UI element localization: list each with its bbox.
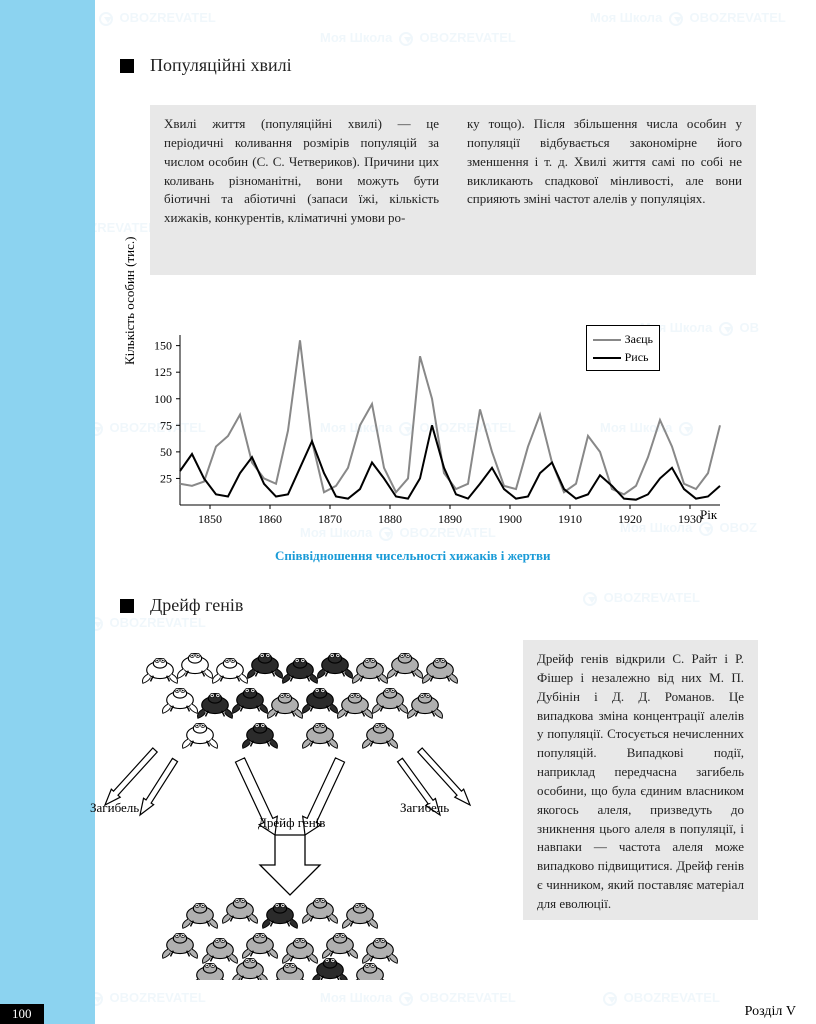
population-chart: Кількість особин (тис.) 2550751001251501… [150, 325, 730, 545]
gene-drift-diagram: Загибель Загибель Дрейф генів [100, 640, 500, 980]
label-drift: Дрейф генів [258, 815, 325, 831]
svg-text:75: 75 [160, 418, 172, 432]
label-death-left: Загибель [90, 800, 139, 816]
svg-text:1890: 1890 [438, 512, 462, 525]
page-number: 100 [0, 1004, 44, 1024]
chart-x-label: Рік [700, 507, 717, 523]
svg-text:25: 25 [160, 471, 172, 485]
svg-text:1870: 1870 [318, 512, 342, 525]
svg-text:125: 125 [154, 365, 172, 379]
svg-text:50: 50 [160, 445, 172, 459]
chart-legend: Заєць Рись [586, 325, 660, 371]
heading-population-waves: Популяційні хвилі [150, 55, 292, 76]
chart-caption: Співвідношення чисельності хижаків і жер… [275, 548, 551, 564]
svg-text:1850: 1850 [198, 512, 222, 525]
svg-text:1930: 1930 [678, 512, 702, 525]
legend-item-hare: Заєць [593, 330, 653, 348]
heading-gene-drift: Дрейф генів [150, 595, 243, 616]
chart-y-label: Кількість особин (тис.) [122, 237, 138, 365]
textbox-drift: Дрейф генів відкрили С. Райт і Р. Фішер … [523, 640, 758, 920]
svg-text:1910: 1910 [558, 512, 582, 525]
legend-item-lynx: Рись [593, 348, 653, 366]
textbox-waves-right: ку тощо). Після збільшення числа особин … [453, 105, 756, 275]
textbox-waves-left: Хвилі життя (популяційні хвилі) — це пер… [150, 105, 453, 275]
svg-text:100: 100 [154, 392, 172, 406]
svg-text:1920: 1920 [618, 512, 642, 525]
svg-text:150: 150 [154, 339, 172, 353]
side-accent-bar [0, 0, 95, 1024]
label-death-right: Загибель [400, 800, 449, 816]
svg-text:1860: 1860 [258, 512, 282, 525]
svg-text:1880: 1880 [378, 512, 402, 525]
section-label: Розділ V [745, 1004, 796, 1020]
page-content: Популяційні хвилі Хвилі життя (популяцій… [95, 0, 816, 1024]
svg-text:1900: 1900 [498, 512, 522, 525]
